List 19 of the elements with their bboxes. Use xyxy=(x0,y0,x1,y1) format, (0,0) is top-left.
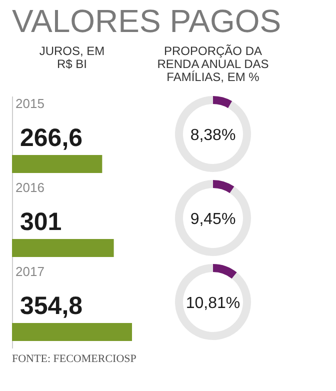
donut-slice xyxy=(175,180,251,256)
y-tick-label: 2017 xyxy=(16,264,44,279)
donut-slice xyxy=(213,180,234,194)
chart-title: VALORES PAGOS xyxy=(12,3,282,39)
y-tick-label: 2016 xyxy=(16,180,44,195)
y-tick-label: 2015 xyxy=(16,96,44,111)
donut-slice xyxy=(175,96,251,172)
chart-title: PROPORÇÃO DA RENDA ANUAL DAS FAMÍLIAS, EM % xyxy=(157,44,269,84)
donut-slice xyxy=(213,96,232,108)
data-label: 266,6 xyxy=(20,124,83,152)
data-label: 354,8 xyxy=(20,292,83,320)
text: 10,81% xyxy=(186,295,240,312)
donut-slice xyxy=(213,264,237,279)
text: 8,38% xyxy=(190,127,236,144)
text: 9,45% xyxy=(190,211,236,228)
donut-slice xyxy=(175,264,251,340)
source-note: FONTE: FECOMERCIOSP xyxy=(12,353,136,365)
x-axis-title: JUROS, EM R$ BI xyxy=(39,44,105,71)
data-label: 301 xyxy=(20,208,62,236)
